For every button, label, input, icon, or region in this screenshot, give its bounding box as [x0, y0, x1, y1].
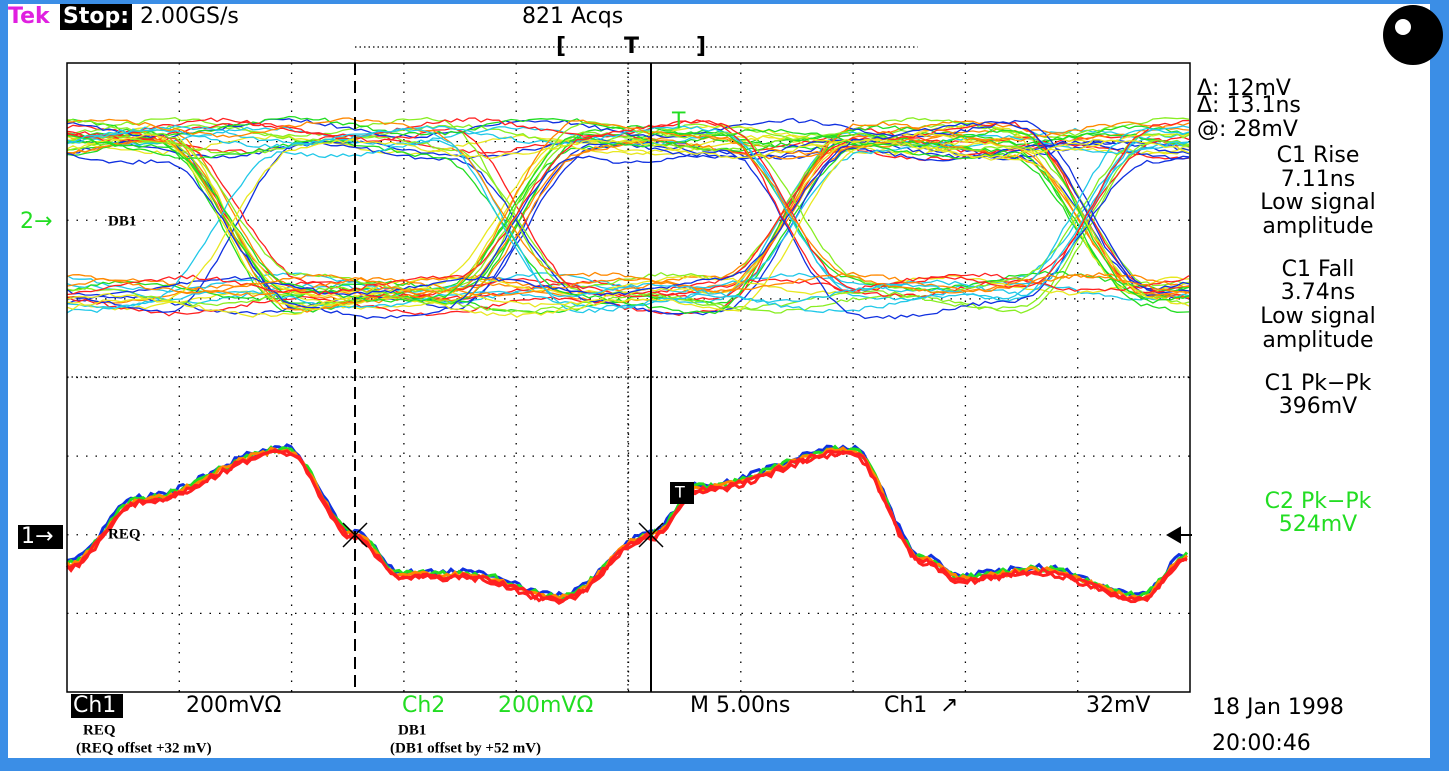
readout: Δ: 13.1ns [1197, 93, 1301, 118]
trigger-slope: ↗ [940, 693, 958, 718]
readout: @: 28mV [1197, 117, 1298, 142]
readout: C2 Pk−Pk [1265, 489, 1372, 514]
ch2-label: DB1 [108, 213, 136, 229]
readout: C1 Pk−Pk [1265, 371, 1372, 396]
readout: amplitude [1262, 214, 1373, 239]
ch2: Ch2 [402, 693, 445, 718]
readout: 3.74ns [1281, 280, 1355, 305]
sample-rate: 2.00GS/s [140, 4, 239, 29]
status-icon-dot [1395, 19, 1411, 35]
state: Stop: [63, 4, 129, 29]
ch2-scale: 200mVΩ [498, 693, 593, 718]
trigger-level: 32mV [1086, 693, 1150, 718]
readout: Low signal [1260, 304, 1375, 329]
acquisitions: 821 Acqs [522, 4, 623, 29]
ch2-note: (DB1 offset by +52 mV) [390, 740, 541, 756]
trigger-bracket: ] [696, 34, 706, 59]
ch1-scale: 200mVΩ [186, 693, 281, 718]
readout: C1 Fall [1282, 257, 1355, 282]
ch1-note: (REQ offset +32 mV) [76, 740, 212, 756]
ch1-name: REQ [83, 722, 116, 738]
ch2-name: DB1 [398, 722, 426, 738]
readout: Low signal [1260, 190, 1375, 215]
ch1-trigger: T [674, 483, 685, 502]
readout: 7.11ns [1281, 167, 1355, 192]
ch1-label: REQ [108, 526, 141, 542]
readout: amplitude [1262, 328, 1373, 353]
readout: C1 Rise [1277, 143, 1360, 168]
timebase: M 5.00ns [690, 693, 790, 718]
time: 20:00:46 [1212, 731, 1311, 756]
trigger-source: Ch1 [884, 693, 927, 718]
ch1: Ch1 [73, 693, 116, 718]
brand: Tek [8, 4, 51, 29]
status-icon [1383, 5, 1443, 65]
trigger-bracket: [ [556, 34, 566, 59]
scope-screen: Tek Stop: 2.00GS/s 821 Acqs [ T ] Δ: 12m… [0, 0, 1449, 771]
ch2-trigger: T [671, 109, 686, 134]
readout: 524mV [1279, 512, 1357, 537]
ch1-marker: 1→ [21, 524, 53, 549]
ch2-marker: 2→ [20, 209, 52, 234]
trigger-pos: T [624, 34, 639, 59]
date: 18 Jan 1998 [1212, 695, 1344, 720]
readout: 396mV [1279, 394, 1357, 419]
